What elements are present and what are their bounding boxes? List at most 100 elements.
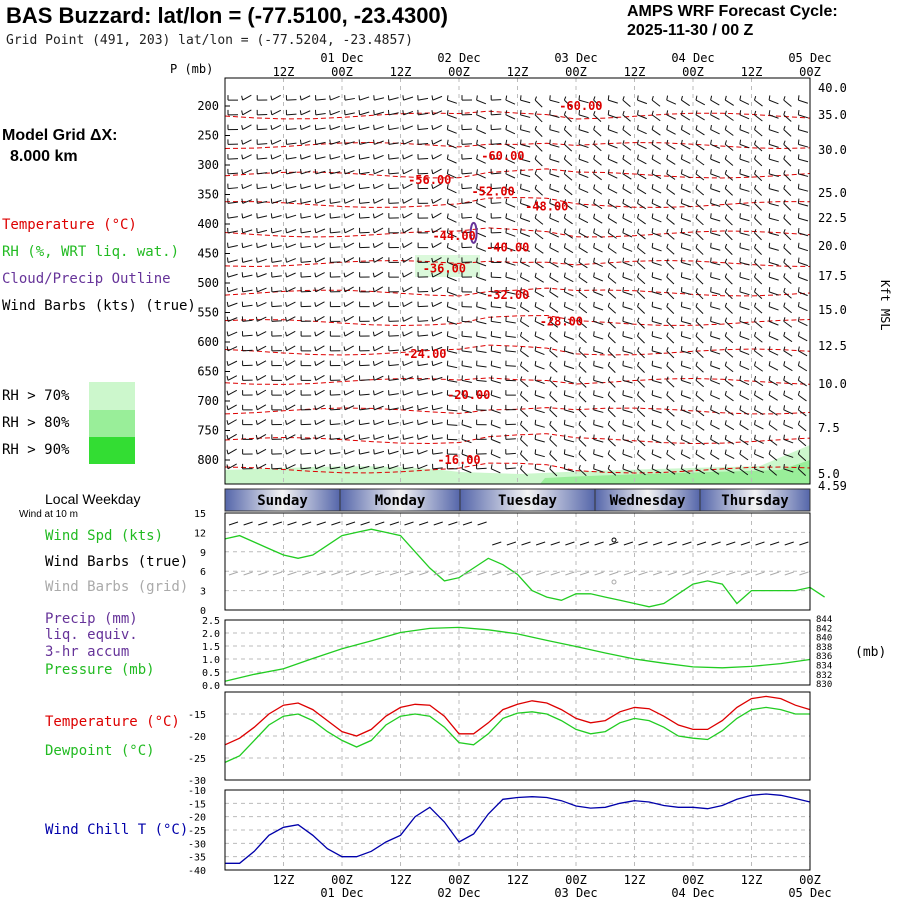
wind-barb-flag [695,420,698,425]
wind-barb-flag [534,258,537,263]
wind-barb-flag [754,346,757,351]
wind-barb-flag [299,154,302,160]
wind-barb-flag [607,420,611,425]
wind-barb [374,126,384,131]
rh-80-label: RH > 80% [2,415,70,431]
wind-barb [681,424,691,429]
wind-barb [607,453,617,462]
wind-barb [564,335,574,340]
wind-barb [505,291,516,295]
wind-barb [491,157,502,160]
wind-barb [344,315,354,322]
wind-barb [447,350,458,354]
wind-barb [286,171,297,175]
wind-barb-flag [343,257,346,263]
kft-tick-label: 30.0 [818,143,847,157]
wind-barb [242,94,252,101]
wind-barb-flag [256,227,258,233]
wind-barb [461,379,472,383]
wind-barb [418,392,428,396]
surface-wind-barb [477,521,487,526]
wind-barb-flag [754,464,756,469]
wind-barb [388,465,399,470]
wind-barb [476,379,487,382]
wind-barb [578,394,587,403]
wind-barb-flag [739,449,742,455]
wind-barb [447,143,457,149]
pressure-y-tick: 842 [816,624,832,634]
wind-barb-flag [768,331,771,337]
pressure-units-label: (mb) [855,645,886,660]
wind-barb-flag [593,449,595,455]
wind-barb-flag [373,434,375,440]
wind-barb-flag [666,361,669,366]
wind-barb-flag [739,272,741,278]
bottom-date-tick: 05 Dec [788,886,831,900]
wind-barb [622,453,633,458]
wind-barb [710,158,721,164]
wind-barb-flag [563,169,567,175]
wind-barb-flag [593,390,595,396]
wind-barb-flag [505,139,508,145]
wind-barb-flag [607,243,610,248]
wind-barb-flag [358,95,361,101]
wind-barb [227,259,238,263]
wind-barb [432,242,442,249]
wind-barb [710,114,720,120]
wind-barb [724,173,734,181]
wind-barb [403,316,413,322]
wind-barb [374,256,384,263]
wind-barb [461,201,473,204]
wind-barb [432,346,443,352]
wind-barb [783,202,792,211]
wind-barb-flag [768,375,771,381]
wind-barb [637,453,646,461]
wind-barb [286,185,297,190]
wind-barb-flag [534,272,537,278]
wind-barb-flag [768,139,771,145]
wind-barb-flag [372,331,375,337]
wind-barb [432,301,442,308]
wind-barb-flag [226,331,229,337]
wind-barb [403,301,413,308]
wind-barb-flag [637,361,640,366]
wind-barb [418,320,429,322]
wind-barb-flag [578,391,581,396]
wind-barb-flag [343,390,346,396]
wind-barb [257,302,267,308]
pressure-tick-label: 600 [197,335,219,349]
wind-barb [505,202,516,208]
wind-barb [301,200,311,204]
wind-barb [461,246,473,249]
wind-barb-flag [563,449,566,455]
temperature-label: Temperature (°C) [45,714,180,730]
wind-barb-flag [607,169,610,174]
wind-barb [534,291,545,298]
wind-barb-flag [695,169,698,174]
wind-barb [491,468,501,474]
wind-barb-flag [314,390,317,396]
wind-barb [637,409,646,418]
wind-barb [549,158,560,163]
wind-barb [417,450,428,455]
wind-barb [608,143,618,149]
wind-barb-flag [651,257,654,263]
wind-barb [710,409,720,415]
wind-barb-flag [431,169,434,174]
wind-barb-flag [520,183,522,189]
wind-barb [607,350,616,359]
wind-barb-flag [299,139,302,145]
wind-barb [286,214,297,219]
wind-barb-flag [710,242,712,248]
windchill-y-tick: -35 [188,853,206,864]
bottom-date-tick: 02 Dec [437,886,480,900]
wind-barb [344,301,354,308]
wind-barb-flag [724,258,728,263]
wind-barb [344,435,355,440]
wind-barb [637,379,645,388]
wind-barb-flag [549,139,551,145]
wind-barb-flag [710,286,712,292]
wind-barb [695,188,705,196]
wind-barb-flag [314,168,317,174]
wind-barb [724,394,734,402]
